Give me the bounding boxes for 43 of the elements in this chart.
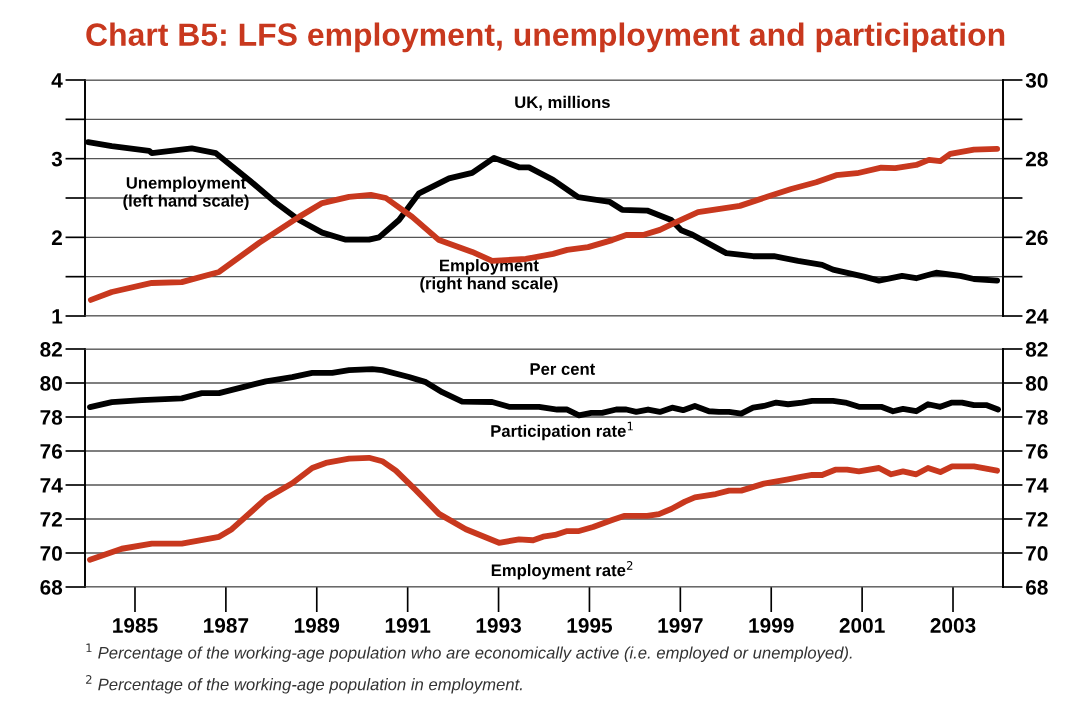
- y-tick-label: 2: [51, 230, 62, 245]
- x-tick-label: 1995: [567, 618, 613, 633]
- y-tick-label: 4: [51, 73, 63, 88]
- y2-tick-label: 82: [1025, 342, 1048, 357]
- series-label: Employment (right hand scale): [420, 259, 558, 293]
- y2-tick-label: 68: [1025, 580, 1048, 595]
- y-tick-label: 70: [40, 546, 62, 561]
- x-tick-label: 1989: [294, 618, 340, 633]
- x-tick-label: 1985: [113, 618, 158, 633]
- annotation: UK, millions: [515, 95, 610, 111]
- y-tick-label: 80: [40, 376, 62, 391]
- x-tick-label: 1991: [385, 618, 431, 633]
- x-tick-label: 1993: [476, 618, 521, 633]
- y2-tick-label: 76: [1026, 444, 1048, 459]
- y-tick-label: 76: [40, 444, 63, 459]
- y2-tick-label: 80: [1025, 376, 1048, 391]
- x-tick-label: 1997: [658, 618, 703, 633]
- chart-title: Chart B5: LFS employment, unemployment and participation: [86, 22, 1005, 53]
- y-tick-label: 1: [52, 309, 63, 324]
- x-tick-label: 1999: [749, 618, 794, 633]
- y2-tick-label: 26: [1025, 230, 1048, 246]
- x-tick-label: 2001: [839, 618, 885, 633]
- y2-tick-label: 28: [1025, 151, 1048, 167]
- y-tick-label: 68: [40, 580, 63, 595]
- text: $^{2}$ Percentage of the working-age population in employment.: [86, 675, 522, 694]
- series-label: Participation rate$^{1}$: [491, 421, 633, 441]
- y-tick-label: 74: [40, 478, 63, 493]
- y-tick-label: 72: [40, 512, 62, 527]
- x-tick-label: 2003: [930, 618, 976, 633]
- y2-tick-label: 24: [1025, 309, 1049, 324]
- y-tick-label: 82: [40, 342, 62, 357]
- legend-label: Unemployment (left hand scale): [123, 176, 249, 211]
- text: $^{1}$ Percentage of the working-age population who are economically active (i.e. employed or unemployed).: [86, 643, 852, 662]
- y2-tick-label: 72: [1026, 512, 1048, 527]
- y-tick-label: 3: [51, 151, 63, 167]
- y2-tick-label: 30: [1025, 73, 1048, 88]
- y-tick-label: 78: [40, 410, 63, 425]
- series-label: Employment rate$^{2}$: [491, 561, 633, 580]
- annotation: Per cent: [530, 363, 596, 375]
- y2-tick-label: 74: [1026, 478, 1049, 493]
- y2-tick-label: 70: [1026, 546, 1048, 561]
- x-tick-label: 1987: [204, 618, 249, 633]
- y2-tick-label: 78: [1026, 410, 1048, 425]
